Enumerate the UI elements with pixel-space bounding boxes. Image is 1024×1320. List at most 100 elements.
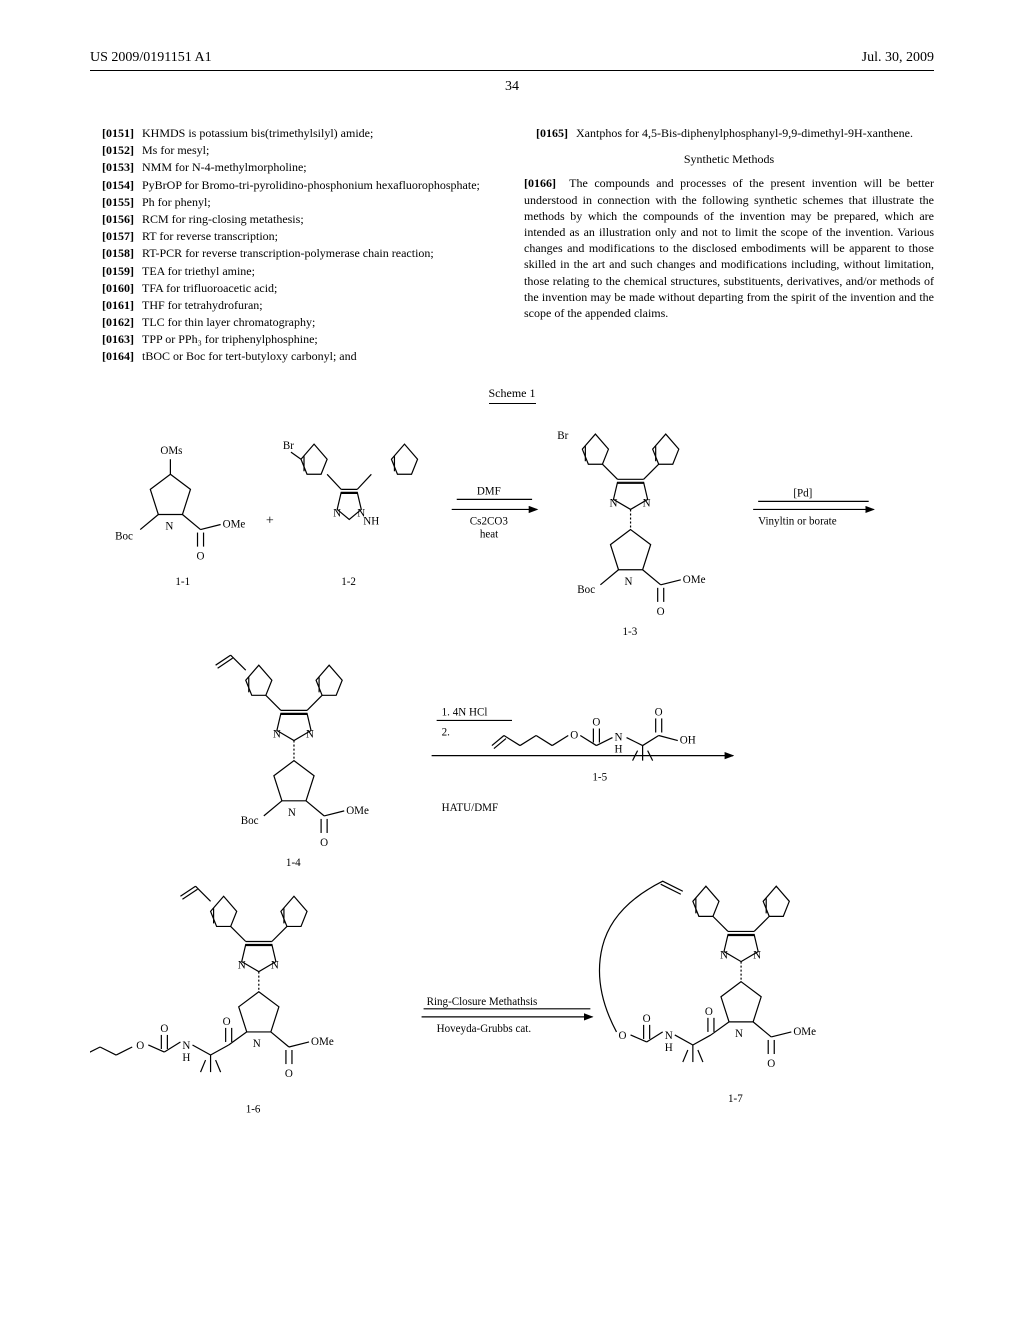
svg-text:1. 4N HCl: 1. 4N HCl [442, 706, 488, 718]
para-num: [0163] [102, 331, 134, 347]
para-num: [0155] [102, 194, 134, 210]
svg-text:N: N [273, 728, 281, 740]
list-item: [0156] RCM for ring-closing metathesis; [90, 211, 500, 227]
svg-text:Boc: Boc [577, 583, 595, 595]
para-num: [0154] [102, 177, 134, 193]
svg-text:N: N [643, 497, 651, 509]
svg-text:H: H [614, 743, 622, 755]
para-text: TFA for trifluoroacetic acid; [142, 280, 500, 296]
list-item: [0151] KHMDS is potassium bis(trimethylsi… [90, 125, 500, 141]
svg-text:+: + [266, 512, 274, 528]
scheme-diagram: OMs N Boc OMe O 1-1 + Br [90, 414, 934, 1238]
svg-text:OMe: OMe [793, 1026, 816, 1038]
list-item: [0162] TLC for thin layer chromatography; [90, 314, 500, 330]
svg-text:[Pd]: [Pd] [793, 487, 812, 499]
para-text: RT-PCR for reverse transcription-polymer… [142, 245, 500, 261]
svg-text:H: H [665, 1042, 673, 1054]
para-num: [0161] [102, 297, 134, 313]
svg-text:OMe: OMe [683, 573, 706, 585]
para-num: [0162] [102, 314, 134, 330]
svg-text:O: O [592, 716, 600, 728]
svg-text:1-2: 1-2 [341, 575, 356, 587]
svg-text:N: N [333, 507, 341, 519]
svg-text:O: O [705, 1005, 713, 1017]
svg-text:N: N [625, 575, 633, 587]
right-column: [0165]Xantphos for 4,5-Bis-diphenylphosp… [524, 125, 934, 366]
page-header: US 2009/0191151 A1 Jul. 30, 2009 [90, 50, 934, 71]
svg-text:N: N [165, 520, 173, 532]
svg-text:OMe: OMe [311, 1036, 334, 1048]
para-num: [0159] [102, 263, 134, 279]
svg-text:N: N [288, 807, 296, 819]
para-text: RCM for ring-closing metathesis; [142, 211, 500, 227]
para-num: [0166] [524, 176, 556, 190]
publication-number: US 2009/0191151 A1 [90, 50, 212, 66]
para-text: KHMDS is potassium bis(trimethylsilyl) a… [142, 125, 500, 141]
para-num: [0152] [102, 142, 134, 158]
para-text: The compounds and processes of the prese… [524, 176, 934, 320]
svg-text:1-3: 1-3 [623, 626, 638, 638]
svg-text:HATU/DMF: HATU/DMF [442, 801, 498, 813]
para-text: THF for tetrahydrofuran; [142, 297, 500, 313]
left-column: [0151] KHMDS is potassium bis(trimethylsi… [90, 125, 500, 366]
svg-text:OMe: OMe [223, 518, 246, 530]
para-num: [0156] [102, 211, 134, 227]
svg-text:N: N [753, 949, 761, 961]
svg-text:N: N [271, 959, 279, 971]
para-text: tBOC or Boc for tert-butyloxy carbonyl; … [142, 348, 500, 364]
svg-text:O: O [320, 837, 328, 849]
svg-text:OMe: OMe [346, 805, 369, 817]
svg-text:2.: 2. [442, 726, 451, 738]
list-item: [0161] THF for tetrahydrofuran; [90, 297, 500, 313]
list-item: [0165]Xantphos for 4,5-Bis-diphenylphosp… [524, 125, 934, 141]
para-text: TPP or PPh₃ for triphenylphosphine; [142, 331, 500, 347]
para-text: Ph for phenyl; [142, 194, 500, 210]
svg-text:OMs: OMs [160, 445, 182, 457]
svg-text:1-1: 1-1 [175, 575, 190, 587]
svg-text:NH: NH [363, 515, 379, 527]
svg-text:1-4: 1-4 [286, 857, 301, 869]
list-item: [0154]PyBrOP for Bromo-tri-pyrolidino-ph… [90, 177, 500, 193]
para-text: TEA for triethyl amine; [142, 263, 500, 279]
svg-text:N: N [182, 1040, 190, 1052]
svg-text:O: O [619, 1030, 627, 1042]
body-paragraph: [0166] The compounds and processes of th… [524, 175, 934, 321]
svg-text:H: H [182, 1052, 190, 1064]
para-num: [0157] [102, 228, 134, 244]
para-text: TLC for thin layer chromatography; [142, 314, 500, 330]
svg-text:1-7: 1-7 [728, 1093, 743, 1105]
svg-text:N: N [238, 959, 246, 971]
svg-text:Br: Br [283, 440, 294, 452]
para-num: [0153] [102, 159, 134, 175]
svg-text:O: O [767, 1058, 775, 1070]
list-item: [0152] Ms for mesyl; [90, 142, 500, 158]
svg-text:OH: OH [680, 734, 696, 746]
svg-text:1-6: 1-6 [246, 1103, 261, 1115]
svg-text:O: O [136, 1040, 144, 1052]
section-heading: Synthetic Methods [524, 151, 934, 167]
svg-text:O: O [223, 1016, 231, 1028]
svg-text:O: O [285, 1068, 293, 1080]
para-text: NMM for N-4-methylmorpholine; [142, 159, 500, 175]
svg-text:Boc: Boc [115, 530, 133, 542]
para-num: [0164] [102, 348, 134, 364]
para-text: Xantphos for 4,5-Bis-diphenylphosphanyl-… [576, 125, 934, 141]
svg-text:Hoveyda-Grubbs cat.: Hoveyda-Grubbs cat. [437, 1023, 532, 1035]
svg-text:Cs2CO3: Cs2CO3 [470, 515, 509, 527]
svg-text:1-5: 1-5 [592, 771, 607, 783]
svg-text:N: N [609, 497, 617, 509]
list-item: [0158]RT-PCR for reverse transcription-p… [90, 245, 500, 261]
svg-text:O: O [655, 706, 663, 718]
para-num: [0151] [102, 125, 134, 141]
svg-text:O: O [643, 1012, 651, 1024]
para-num: [0160] [102, 280, 134, 296]
scheme-label: Scheme 1 [489, 386, 536, 404]
svg-text:N: N [735, 1028, 743, 1040]
scheme-1: Scheme 1 OMs N Boc OMe O 1-1 [90, 386, 934, 1242]
svg-text:N: N [665, 1030, 673, 1042]
para-text: Ms for mesyl; [142, 142, 500, 158]
text-columns: [0151] KHMDS is potassium bis(trimethylsi… [90, 125, 934, 366]
svg-text:N: N [306, 728, 314, 740]
svg-text:Boc: Boc [241, 815, 259, 827]
svg-text:Ring-Closure Methathsis: Ring-Closure Methathsis [427, 995, 538, 1007]
